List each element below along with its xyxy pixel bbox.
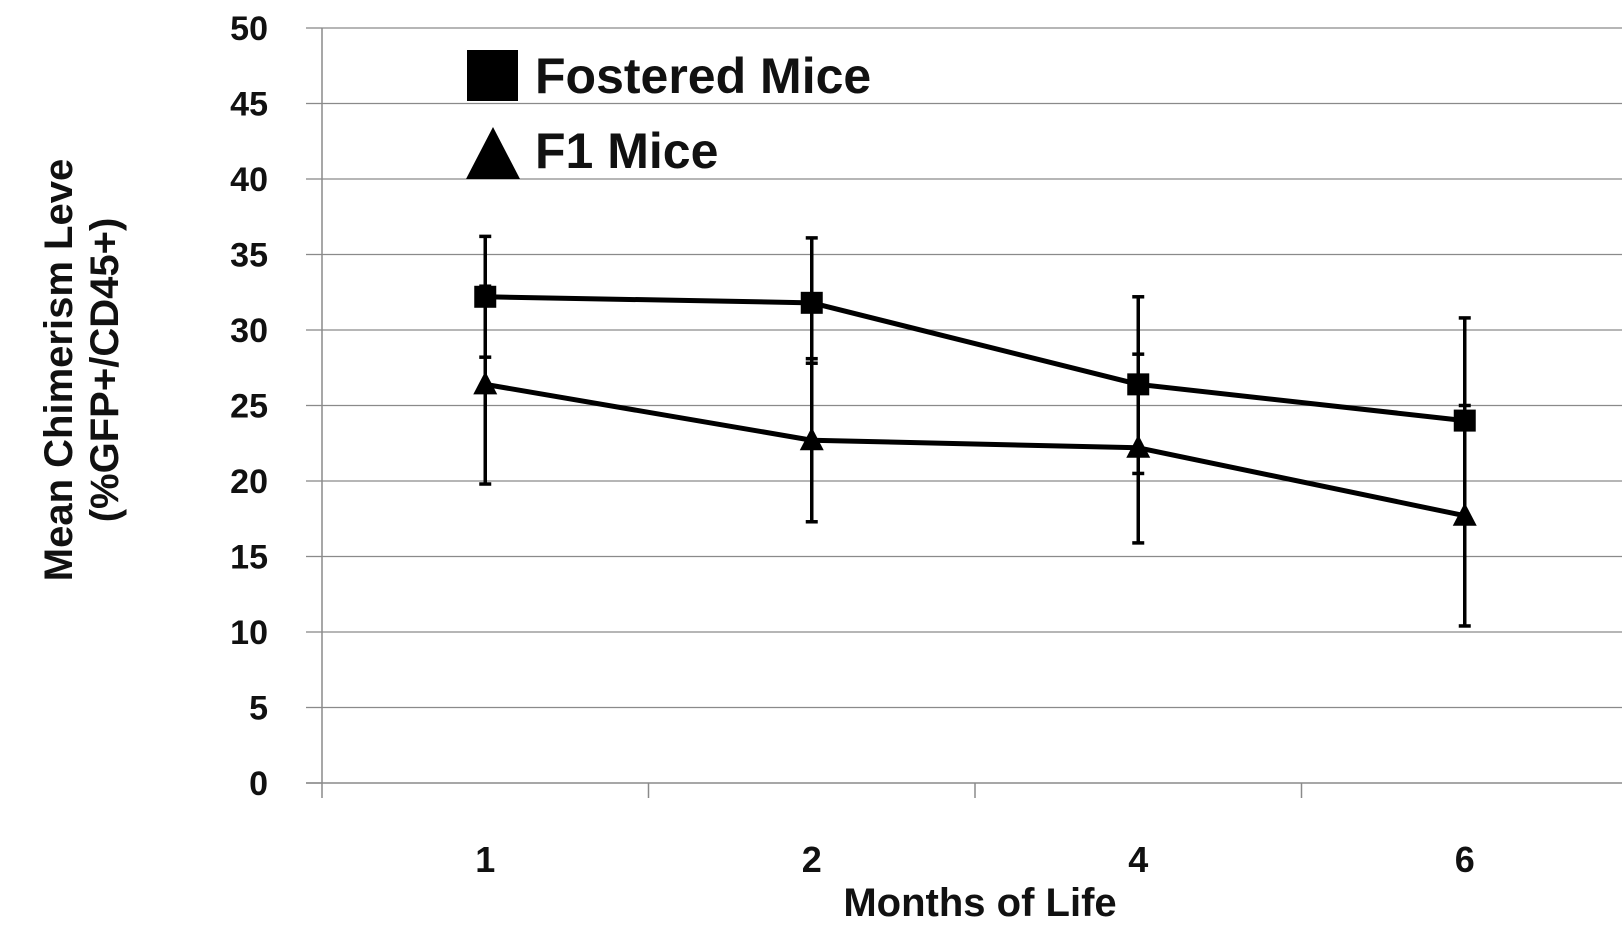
x-tick-label-2: 2	[802, 839, 822, 880]
y-axis-title-line-1: Mean Chimerism Leve	[37, 159, 81, 581]
marker-fostered-6	[1453, 409, 1476, 432]
marker-fostered-1	[474, 285, 497, 308]
y-tick-label-40: 40	[230, 161, 268, 199]
y-tick-label-30: 30	[230, 312, 268, 350]
marker-f1-4	[1126, 434, 1151, 458]
series-line-fostered	[485, 294, 1466, 424]
legend: Fostered Mice F1 Mice	[466, 48, 871, 179]
legend-square-marker	[467, 50, 518, 101]
x-tick-label-1: 1	[475, 839, 495, 880]
legend-triangle-marker	[466, 127, 520, 179]
legend-label-f1: F1 Mice	[535, 123, 718, 179]
y-tick-label-50: 50	[230, 10, 268, 48]
y-tick-labels: 0 5 10 15 20 25 30 35 40 45 50	[230, 10, 268, 803]
y-tick-label-0: 0	[249, 765, 268, 803]
marker-f1-1	[473, 371, 498, 395]
y-tick-label-45: 45	[230, 86, 268, 124]
legend-label-fostered: Fostered Mice	[535, 48, 871, 104]
marker-fostered-4	[1127, 373, 1150, 396]
gridlines	[322, 27, 1622, 709]
series-line-f1	[484, 381, 1466, 519]
y-tick-label-25: 25	[230, 388, 268, 426]
x-tick-labels: 1 2 4 6	[475, 839, 1475, 880]
y-tick-label-35: 35	[230, 237, 268, 275]
y-axis-title: Mean Chimerism Leve (%GFP+/CD45+)	[37, 159, 127, 581]
y-tick-label-10: 10	[230, 614, 268, 652]
error-bars	[479, 234, 1471, 628]
marker-f1-2	[799, 427, 824, 451]
x-axis-title: Months of Life	[843, 881, 1116, 925]
y-tick-label-15: 15	[230, 539, 268, 577]
marker-f1-6	[1452, 502, 1477, 526]
y-tick-label-20: 20	[230, 463, 268, 501]
axes	[306, 27, 1622, 798]
series-lines	[484, 294, 1466, 519]
x-tick-label-6: 6	[1455, 839, 1475, 880]
x-tick-label-4: 4	[1128, 839, 1148, 880]
y-tick-label-5: 5	[249, 690, 268, 728]
marker-fostered-2	[800, 291, 823, 314]
series-markers	[473, 285, 1477, 526]
y-axis-title-line-2: (%GFP+/CD45+)	[83, 218, 127, 523]
